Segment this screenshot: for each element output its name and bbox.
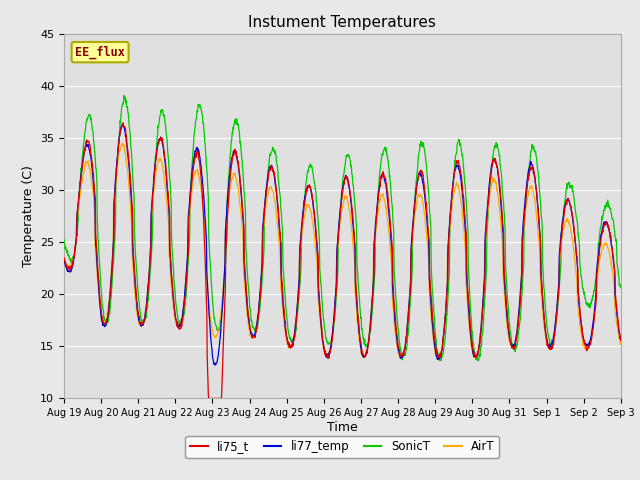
SonicT [60, 237, 68, 242]
li75_t [60, 255, 68, 261]
SonicT [246, 309, 254, 314]
SonicT [171, 287, 179, 293]
li75_t [247, 330, 255, 336]
SonicT [184, 260, 192, 266]
AirT [171, 313, 179, 319]
li77_temp [171, 309, 179, 315]
AirT [552, 321, 559, 326]
SonicT [617, 285, 625, 290]
li77_temp [247, 331, 255, 336]
Y-axis label: Temperature (C): Temperature (C) [22, 165, 35, 267]
li77_temp [211, 362, 219, 368]
li75_t [617, 338, 625, 344]
AirT [429, 334, 437, 339]
Line: AirT: AirT [64, 143, 621, 360]
SonicT [120, 93, 128, 98]
SonicT [552, 325, 559, 331]
li77_temp [119, 121, 127, 127]
li77_temp [552, 319, 559, 325]
li77_temp [617, 336, 625, 342]
li77_temp [502, 307, 510, 312]
li77_temp [184, 216, 192, 222]
li75_t [184, 250, 192, 256]
Title: Instument Temperatures: Instument Temperatures [248, 15, 436, 30]
AirT [60, 254, 68, 260]
AirT [502, 313, 510, 319]
SonicT [502, 274, 510, 279]
li75_t [429, 325, 437, 331]
AirT [184, 227, 192, 233]
li77_temp [429, 333, 437, 339]
li75_t [120, 120, 127, 126]
Line: li77_temp: li77_temp [64, 124, 621, 365]
SonicT [474, 358, 481, 363]
Text: EE_flux: EE_flux [75, 46, 125, 59]
Line: SonicT: SonicT [64, 96, 621, 360]
SonicT [429, 301, 437, 307]
Line: li75_t: li75_t [64, 123, 621, 398]
AirT [118, 140, 126, 146]
li75_t [205, 396, 212, 401]
li75_t [552, 325, 559, 331]
AirT [246, 332, 254, 337]
li75_t [502, 298, 510, 303]
AirT [617, 341, 625, 347]
X-axis label: Time: Time [327, 421, 358, 434]
li77_temp [60, 257, 68, 263]
Legend: li75_t, li77_temp, SonicT, AirT: li75_t, li77_temp, SonicT, AirT [186, 436, 499, 458]
li75_t [171, 307, 179, 313]
AirT [435, 357, 442, 362]
